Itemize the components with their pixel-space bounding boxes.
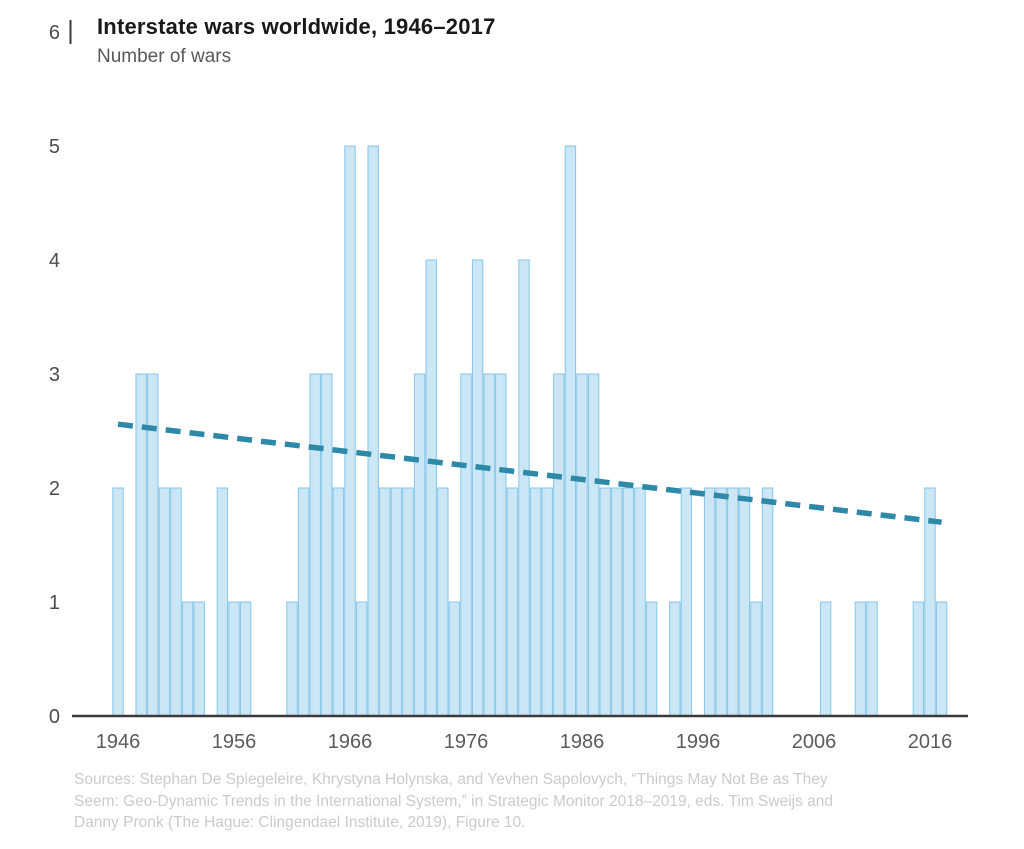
source-line: Seem: Geo-Dynamic Trends in the Internat…: [74, 792, 834, 810]
bar: [437, 487, 449, 717]
bar: [738, 487, 751, 717]
bar: [912, 601, 925, 717]
bar: [471, 259, 484, 717]
bar: [321, 373, 333, 717]
bar: [344, 145, 356, 717]
bar: [854, 601, 867, 717]
bar: [529, 487, 542, 717]
x-axis-label: 2016: [908, 731, 953, 753]
bar: [599, 487, 611, 717]
bar: [181, 601, 194, 717]
bar: [158, 487, 171, 717]
bar: [622, 487, 635, 717]
bar: [390, 487, 403, 717]
bar: [669, 601, 681, 717]
bar: [112, 487, 124, 717]
bar: [703, 487, 716, 717]
y-axis-label: 5: [49, 136, 60, 158]
bar: [379, 487, 391, 717]
bar: [413, 373, 426, 717]
x-axis-label: 1956: [212, 731, 257, 753]
bar: [483, 373, 495, 717]
bar: [541, 487, 553, 717]
bar: [761, 487, 774, 717]
bar: [587, 373, 600, 717]
y-axis-label: 2: [49, 478, 60, 500]
bar: [935, 601, 948, 717]
x-axis-label: 1996: [676, 731, 721, 753]
bar: [448, 601, 461, 717]
bar: [425, 259, 437, 717]
bar: [402, 487, 414, 717]
bar: [239, 601, 252, 717]
bar: [727, 487, 739, 717]
bar: [355, 601, 368, 717]
bar: [611, 487, 623, 717]
y-axis-label: 4: [49, 250, 60, 272]
bar: [309, 373, 321, 717]
bar: [553, 373, 565, 717]
bar: [564, 145, 577, 717]
bar: [819, 601, 832, 717]
x-axis-label: 1966: [328, 731, 373, 753]
y-axis-label: 6: [49, 22, 60, 44]
bar: [645, 601, 658, 717]
bar: [460, 373, 472, 717]
bar: [297, 487, 310, 717]
bar: [286, 601, 298, 717]
x-axis-label: 1986: [560, 731, 605, 753]
bar: [216, 487, 229, 717]
bar: [228, 601, 240, 717]
bar: [750, 601, 762, 717]
bar: [680, 487, 693, 717]
source-note: Sources: Stephan De Spiegeleire, Khrysty…: [74, 769, 974, 834]
bar: [518, 259, 530, 717]
bar: [193, 601, 205, 717]
chart-title: Interstate wars worldwide, 1946–2017: [97, 14, 496, 39]
bar: [506, 487, 519, 717]
bar: [576, 373, 588, 717]
bar: [332, 487, 345, 717]
bar: [495, 373, 507, 717]
bar: [170, 487, 182, 717]
bar: [715, 487, 727, 717]
x-axis-label: 2006: [792, 731, 837, 753]
bar: [367, 145, 379, 717]
chart-subtitle: Number of wars: [97, 46, 232, 67]
trend-line: [117, 421, 942, 525]
y-axis-label: 3: [49, 364, 60, 386]
bar: [634, 487, 646, 717]
x-axis-label: 1946: [96, 731, 141, 753]
source-line: Sources: Stephan De Spiegeleire, Khrysty…: [74, 771, 828, 788]
y-axis-label: 0: [49, 706, 60, 728]
bar: [866, 601, 878, 717]
x-axis-label: 1976: [444, 731, 489, 753]
source-line: Danny Pronk (The Hague: Clingendael Inst…: [74, 814, 526, 832]
y-axis-label: 1: [49, 592, 60, 614]
